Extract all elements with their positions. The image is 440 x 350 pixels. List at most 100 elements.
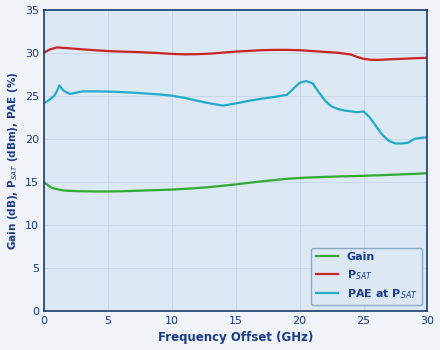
PAE at P$_{SAT}$ — [386, 139, 392, 143]
Gain — [259, 179, 264, 183]
Legend: Gain, P$_{SAT}$, PAE at P$_{SAT}$: Gain, P$_{SAT}$, PAE at P$_{SAT}$ — [311, 248, 422, 306]
Gain — [399, 172, 404, 176]
PAE at P$_{SAT}$ — [310, 81, 315, 85]
PAE at P$_{SAT}$ — [118, 90, 123, 94]
Gain — [246, 181, 251, 185]
PAE at P$_{SAT}$ — [246, 99, 251, 103]
PAE at P$_{SAT}$ — [284, 93, 290, 97]
Gain — [169, 188, 175, 192]
PAE at P$_{SAT}$ — [80, 89, 85, 93]
P$_{SAT}$ — [271, 48, 277, 52]
PAE at P$_{SAT}$ — [54, 89, 59, 93]
P$_{SAT}$ — [169, 52, 175, 56]
Gain — [92, 189, 98, 194]
PAE at P$_{SAT}$ — [92, 89, 98, 93]
Gain — [233, 182, 238, 187]
Gain — [335, 174, 341, 179]
PAE at P$_{SAT}$ — [144, 91, 149, 96]
PAE at P$_{SAT}$ — [169, 93, 175, 98]
PAE at P$_{SAT}$ — [418, 136, 424, 140]
PAE at P$_{SAT}$ — [406, 141, 411, 145]
Gain — [42, 181, 48, 185]
P$_{SAT}$ — [374, 58, 379, 62]
PAE at P$_{SAT}$ — [220, 104, 226, 108]
Gain — [131, 189, 136, 193]
Gain — [80, 189, 85, 194]
PAE at P$_{SAT}$ — [329, 104, 334, 108]
P$_{SAT}$ — [80, 47, 85, 51]
P$_{SAT}$ — [54, 46, 59, 50]
PAE at P$_{SAT}$ — [367, 116, 373, 120]
P$_{SAT}$ — [348, 52, 353, 57]
P$_{SAT}$ — [259, 48, 264, 52]
Gain — [61, 188, 66, 193]
PAE at P$_{SAT}$ — [304, 79, 309, 83]
Gain — [425, 171, 430, 175]
P$_{SAT}$ — [144, 50, 149, 55]
P$_{SAT}$ — [105, 49, 110, 53]
Gain — [49, 186, 55, 190]
PAE at P$_{SAT}$ — [374, 125, 379, 129]
PAE at P$_{SAT}$ — [208, 102, 213, 106]
PAE at P$_{SAT}$ — [67, 92, 72, 96]
PAE at P$_{SAT}$ — [233, 102, 238, 106]
PAE at P$_{SAT}$ — [57, 83, 62, 88]
PAE at P$_{SAT}$ — [316, 90, 322, 94]
P$_{SAT}$ — [61, 46, 66, 50]
PAE at P$_{SAT}$ — [271, 95, 277, 99]
Gain — [220, 184, 226, 188]
PAE at P$_{SAT}$ — [412, 136, 417, 141]
Gain — [54, 187, 59, 191]
P$_{SAT}$ — [182, 52, 187, 56]
Line: PAE at P$_{SAT}$: PAE at P$_{SAT}$ — [45, 81, 427, 144]
P$_{SAT}$ — [355, 55, 360, 59]
Gain — [105, 189, 110, 194]
PAE at P$_{SAT}$ — [195, 99, 200, 103]
PAE at P$_{SAT}$ — [259, 97, 264, 101]
PAE at P$_{SAT}$ — [399, 141, 404, 146]
Gain — [195, 186, 200, 190]
P$_{SAT}$ — [361, 57, 366, 61]
X-axis label: Frequency Offset (GHz): Frequency Offset (GHz) — [158, 331, 313, 344]
PAE at P$_{SAT}$ — [131, 91, 136, 95]
P$_{SAT}$ — [157, 51, 162, 55]
P$_{SAT}$ — [92, 48, 98, 52]
Gain — [284, 177, 290, 181]
PAE at P$_{SAT}$ — [335, 107, 341, 111]
PAE at P$_{SAT}$ — [182, 96, 187, 100]
PAE at P$_{SAT}$ — [393, 141, 398, 146]
Gain — [386, 173, 392, 177]
PAE at P$_{SAT}$ — [61, 89, 66, 93]
P$_{SAT}$ — [335, 51, 341, 55]
P$_{SAT}$ — [425, 56, 430, 60]
P$_{SAT}$ — [284, 48, 290, 52]
P$_{SAT}$ — [246, 49, 251, 53]
PAE at P$_{SAT}$ — [47, 98, 52, 102]
P$_{SAT}$ — [48, 47, 53, 51]
P$_{SAT}$ — [412, 56, 417, 60]
P$_{SAT}$ — [310, 49, 315, 53]
P$_{SAT}$ — [42, 50, 48, 54]
PAE at P$_{SAT}$ — [105, 90, 110, 94]
P$_{SAT}$ — [323, 50, 328, 54]
PAE at P$_{SAT}$ — [342, 108, 347, 113]
Gain — [323, 175, 328, 179]
PAE at P$_{SAT}$ — [425, 135, 430, 139]
Gain — [271, 178, 277, 182]
P$_{SAT}$ — [233, 49, 238, 54]
P$_{SAT}$ — [297, 48, 302, 52]
P$_{SAT}$ — [208, 51, 213, 56]
Gain — [118, 189, 123, 194]
P$_{SAT}$ — [380, 58, 385, 62]
Gain — [157, 188, 162, 192]
PAE at P$_{SAT}$ — [157, 92, 162, 97]
Gain — [73, 189, 79, 193]
Gain — [297, 176, 302, 180]
Gain — [374, 173, 379, 177]
Gain — [67, 189, 72, 193]
Line: P$_{SAT}$: P$_{SAT}$ — [45, 48, 427, 60]
P$_{SAT}$ — [118, 49, 123, 54]
Gain — [412, 172, 417, 176]
PAE at P$_{SAT}$ — [361, 109, 366, 113]
Gain — [348, 174, 353, 178]
